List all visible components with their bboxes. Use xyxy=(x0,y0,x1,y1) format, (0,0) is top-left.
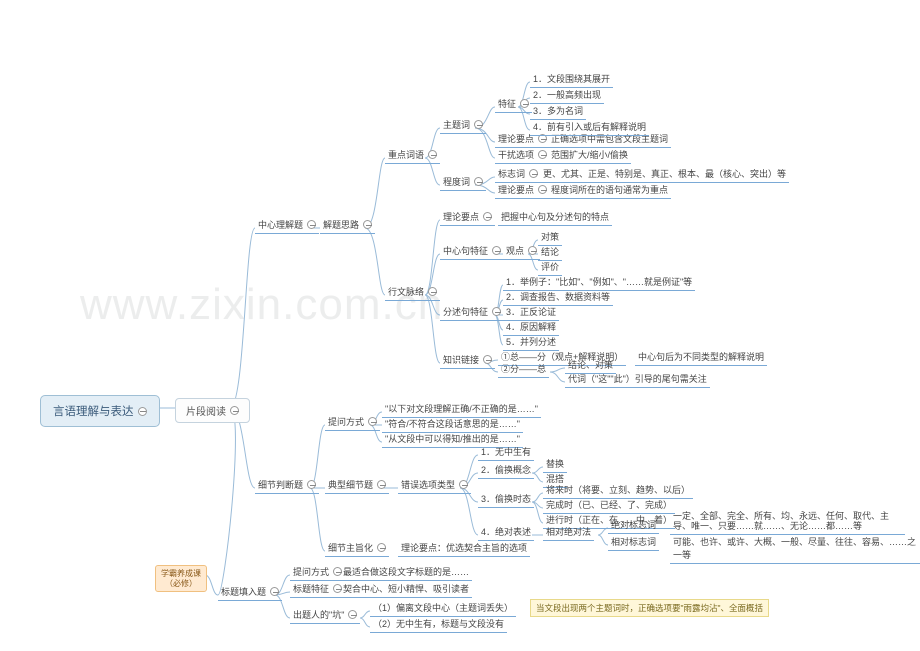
collapse-icon[interactable] xyxy=(307,220,316,229)
leaf-e4: 4．绝对表述 xyxy=(478,525,534,541)
collapse-icon[interactable] xyxy=(492,307,501,316)
branch-guandian[interactable]: 观点 xyxy=(503,244,540,260)
collapse-icon[interactable] xyxy=(270,587,279,596)
leaf-e3a: 将来时（将要、立刻、趋势、以后） xyxy=(543,483,693,499)
branch-xingwen[interactable]: 行文脉络 xyxy=(385,285,440,301)
collapse-icon[interactable] xyxy=(538,185,547,194)
collapse-icon[interactable] xyxy=(474,120,483,129)
leaf-zs1-detail: 中心句后为不同类型的解释说明 xyxy=(635,350,767,366)
leaf-q2: "符合/不符合这段话意思的是……" xyxy=(382,417,523,433)
leaf-zs2c: 代词（"这""此"）引导的尾句需关注 xyxy=(565,372,710,388)
leaf-k2: （2）无中生有，标题与文段没有 xyxy=(370,617,507,633)
collapse-icon[interactable] xyxy=(529,169,538,178)
highlight-note: 当文段出现两个主题词时，正确选项要"雨露均沾"、全面概括 xyxy=(530,599,769,617)
branch-jieti[interactable]: 解题思路 xyxy=(320,218,375,234)
branch-zhishi[interactable]: 知识链接 xyxy=(440,353,495,369)
leaf-e4a2-detail: 可能、也许、或许、大概、一般、尽量、往往、容易、……之一等 xyxy=(670,535,920,564)
branch-lilun3[interactable]: 理论要点 xyxy=(440,210,495,226)
leaf-tz3: 3．多为名词 xyxy=(530,104,586,120)
badge-line1: 学霸养成课 xyxy=(161,569,201,579)
collapse-icon[interactable] xyxy=(377,480,386,489)
leaf-e1: 1．无中生有 xyxy=(478,445,534,461)
collapse-icon[interactable] xyxy=(483,212,492,221)
collapse-icon[interactable] xyxy=(528,246,537,255)
branch-tw_line2[interactable]: 提问方式 xyxy=(290,565,345,581)
collapse-icon[interactable] xyxy=(307,480,316,489)
leaf-tz2: 2．一般高频出现 xyxy=(530,88,604,104)
badge-line2: （必修） xyxy=(161,579,201,589)
branch-dianxing[interactable]: 典型细节题 xyxy=(325,478,389,494)
leaf-e3: 3．偷换时态 xyxy=(478,492,534,508)
collapse-icon[interactable] xyxy=(492,246,501,255)
leaf-fs5: 5．并列分述 xyxy=(503,335,559,351)
leaf-e2a: 替换 xyxy=(543,457,567,473)
branch-tezheng[interactable]: 特征 xyxy=(495,97,532,113)
branch-keng[interactable]: 出题人的"坑" xyxy=(290,608,360,624)
root-label: 言语理解与表达 xyxy=(53,403,134,419)
leaf-fs4: 4．原因解释 xyxy=(503,320,559,336)
branch-xijie_manghua-detail: 理论要点：优选契合主旨的选项 xyxy=(398,541,530,557)
leaf-tz1: 1．文段围绕其展开 xyxy=(530,72,613,88)
branch-xijie_manghua[interactable]: 细节主旨化 xyxy=(325,541,389,557)
branch-lilun2-detail: 程度词所在的语句通常为重点 xyxy=(548,183,671,199)
branch-zhongxinju[interactable]: 中心句特征 xyxy=(440,244,504,260)
collapse-icon[interactable] xyxy=(348,610,357,619)
leaf-k1: （1）偏离文段中心（主题词丢失） xyxy=(370,601,516,617)
collapse-icon[interactable] xyxy=(474,177,483,186)
branch-tw_line2-detail: 最适合做这段文字标题的是…… xyxy=(340,565,472,581)
leaf-e2: 2．偷换概念 xyxy=(478,463,534,479)
leaf-gd1: 对策 xyxy=(538,230,562,246)
leaf-fs3: 3．正反论证 xyxy=(503,305,559,321)
leaf-q1: "以下对文段理解正确/不正确的是……" xyxy=(382,402,541,418)
collapse-icon[interactable] xyxy=(363,220,372,229)
branch-xijiepan[interactable]: 细节判断题 xyxy=(255,478,319,494)
leaf-e4a2: 相对标志词 xyxy=(608,535,659,551)
collapse-icon[interactable] xyxy=(459,480,468,489)
leaf-fs1: 1．举例子："比如"、"例如"、"……就是例证"等 xyxy=(503,275,695,291)
collapse-icon[interactable] xyxy=(230,406,239,415)
leaf-e4a: 相对绝对法 xyxy=(543,525,594,541)
leaf-tz4: 4．前有引入或后有解释说明 xyxy=(530,120,649,136)
branch-bttz[interactable]: 标题特征 xyxy=(290,582,345,598)
badge-node[interactable]: 学霸养成课 （必修） xyxy=(155,565,207,592)
leaf-e3b: 完成时（已、已经、了、完成） xyxy=(543,498,675,514)
branch-zhuti[interactable]: 主题词 xyxy=(440,118,486,134)
leaf-fs2: 2．调查报告、数据资料等 xyxy=(503,290,613,306)
branch-bttz-detail: 契合中心、短小精悍、吸引读者 xyxy=(340,582,472,598)
branch-biaoti[interactable]: 标题填入题 xyxy=(218,585,282,601)
branch-biaozhi[interactable]: 标志词 xyxy=(495,167,541,183)
branch-lilun3-detail: 把握中心句及分述句的特点 xyxy=(498,210,612,226)
leaf-e4a1: 绝对标志词 xyxy=(608,518,659,534)
collapse-icon[interactable] xyxy=(428,150,437,159)
branch-ganrao[interactable]: 干扰选项 xyxy=(495,148,550,164)
branch-zhongdian[interactable]: 重点词语 xyxy=(385,148,440,164)
collapse-icon[interactable] xyxy=(138,407,147,416)
level1-node[interactable]: 片段阅读 xyxy=(175,398,250,423)
leaf-gd3: 评价 xyxy=(538,260,562,276)
branch-biaozhi-detail: 更、尤其、正是、特别是、真正、根本、最（核心、突出）等 xyxy=(540,167,789,183)
branch-tw_line1[interactable]: 提问方式 xyxy=(325,415,380,431)
collapse-icon[interactable] xyxy=(520,99,529,108)
leaf-e4a1-detail: 一定、全部、完全、所有、均、永远、任何、取代、主导、唯一、只要……就……、无论…… xyxy=(670,512,905,535)
leaf-gd2: 结论 xyxy=(538,245,562,261)
collapse-icon[interactable] xyxy=(538,150,547,159)
branch-lilun2[interactable]: 理论要点 xyxy=(495,183,550,199)
root-node[interactable]: 言语理解与表达 xyxy=(40,395,160,427)
collapse-icon[interactable] xyxy=(428,287,437,296)
branch-cuowu_type[interactable]: 错误选项类型 xyxy=(398,478,471,494)
branch-chengdu[interactable]: 程度词 xyxy=(440,175,486,191)
branch-ganrao-detail: 范围扩大/缩小/偷换 xyxy=(548,148,631,164)
mindmap-canvas: 言语理解与表达 片段阅读 学霸养成课 （必修） 中心理解题解题思路细节判断题标题… xyxy=(0,0,920,651)
branch-fenshu[interactable]: 分述句特征 xyxy=(440,305,504,321)
level1-label: 片段阅读 xyxy=(186,403,226,418)
branch-zhongxin[interactable]: 中心理解题 xyxy=(255,218,319,234)
leaf-zs2a: ②分——总 xyxy=(498,362,549,378)
collapse-icon[interactable] xyxy=(368,417,377,426)
collapse-icon[interactable] xyxy=(483,355,492,364)
collapse-icon[interactable] xyxy=(377,543,386,552)
